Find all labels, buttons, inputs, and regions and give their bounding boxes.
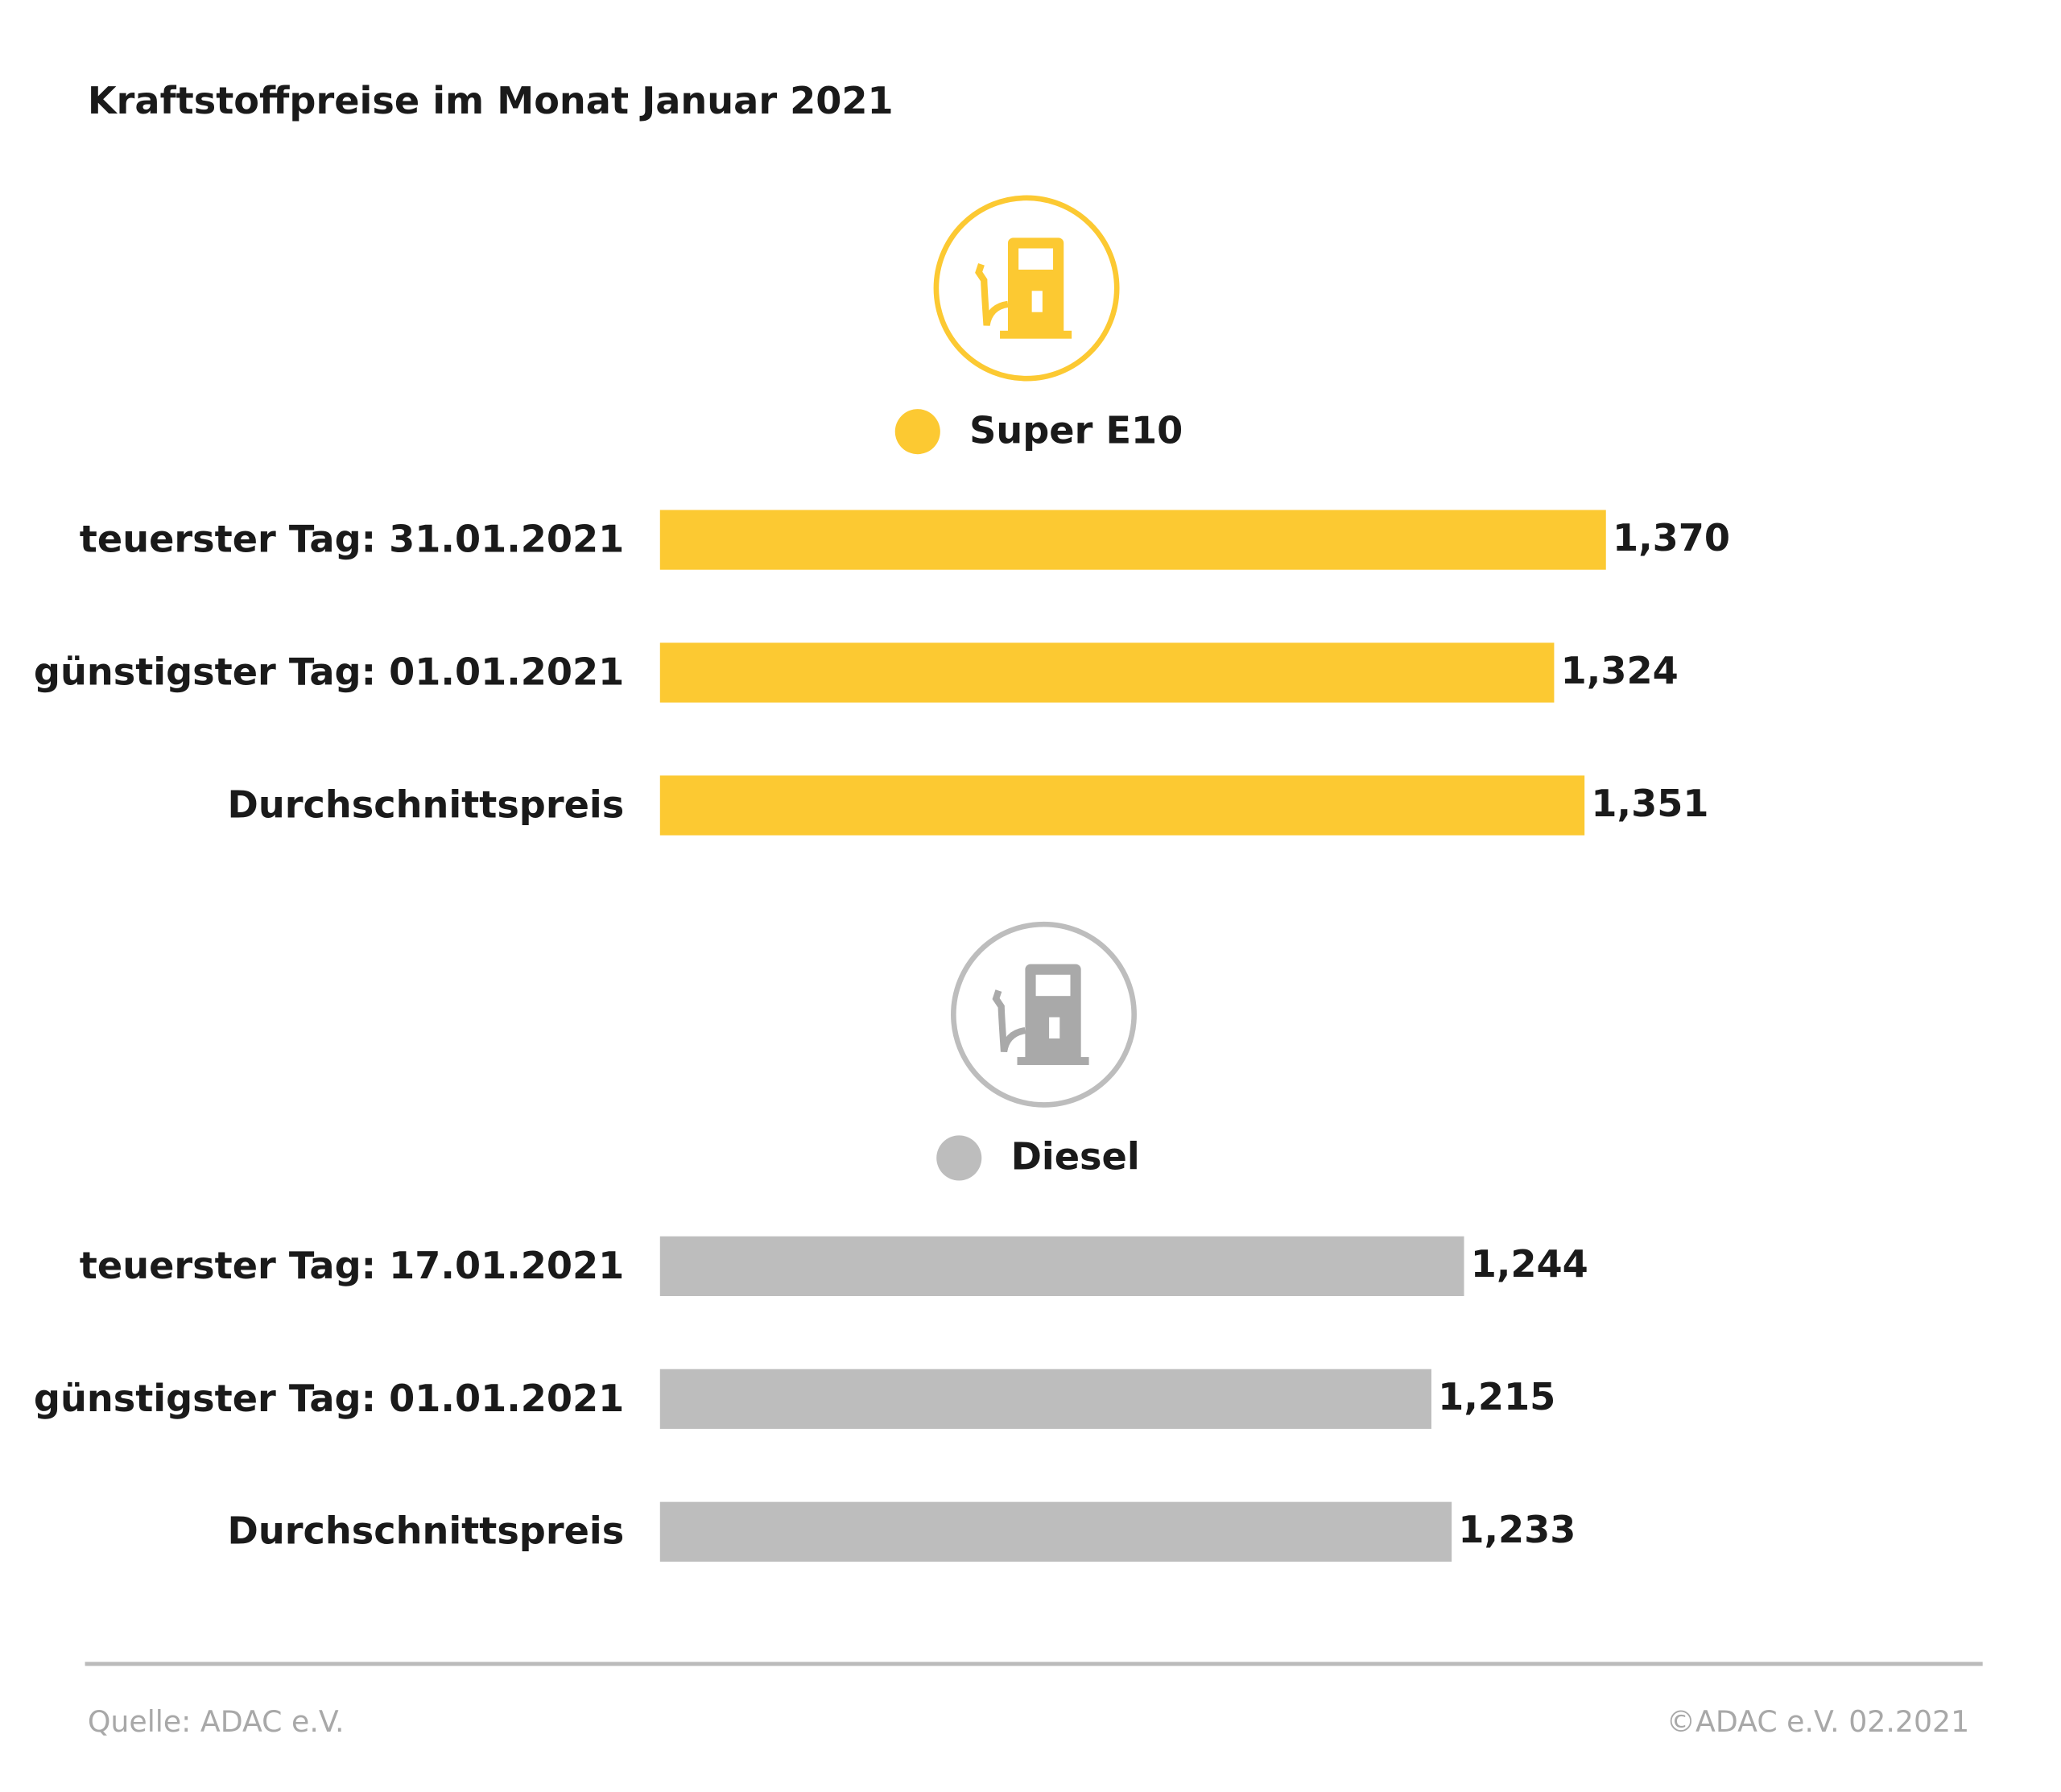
pump-base [1017, 1057, 1089, 1065]
bar [659, 1501, 1452, 1562]
category-label: Durchschnittspreis [228, 1509, 625, 1553]
pump-window [1018, 248, 1054, 270]
bar [659, 775, 1585, 836]
fuel-icon [992, 964, 1089, 1065]
category-label: günstigster Tag: 01.01.2021 [34, 650, 624, 694]
category-label: günstigster Tag: 01.01.2021 [34, 1377, 624, 1420]
pump-hose [975, 263, 1009, 326]
value-label: 1,370 [1613, 516, 1730, 559]
category-label: teuerster Tag: 17.01.2021 [80, 1244, 624, 1287]
fuel-icon [975, 237, 1072, 339]
category-label: teuerster Tag: 31.01.2021 [80, 518, 624, 561]
bar [659, 642, 1555, 703]
pump-window [1035, 974, 1071, 997]
icon-ring [933, 195, 1120, 382]
footer-source: Quelle: ADAC e.V. [88, 1704, 345, 1739]
category-label: Durchschnittspreis [228, 782, 625, 826]
bar [659, 1236, 1464, 1296]
value-label: 1,233 [1458, 1508, 1576, 1551]
pump-slot [1031, 291, 1043, 312]
legend-marker [894, 409, 940, 455]
legend-label: Diesel [1011, 1135, 1140, 1179]
footer-copyright: ©ADAC e.V. 02.2021 [1667, 1704, 1969, 1739]
pump-hose [992, 989, 1026, 1053]
icon-ring [951, 921, 1137, 1108]
value-label: 1,215 [1438, 1375, 1555, 1418]
legend-label: Super E10 [969, 408, 1183, 452]
legend-marker [936, 1135, 982, 1181]
value-label: 1,351 [1591, 782, 1708, 825]
page-title: Kraftstoffpreise im Monat Januar 2021 [88, 79, 894, 122]
bar [659, 1369, 1431, 1429]
pump-slot [1049, 1017, 1060, 1038]
value-label: 1,244 [1471, 1242, 1588, 1286]
value-label: 1,324 [1561, 649, 1679, 692]
bar [659, 510, 1606, 570]
pump-base [1000, 330, 1072, 339]
